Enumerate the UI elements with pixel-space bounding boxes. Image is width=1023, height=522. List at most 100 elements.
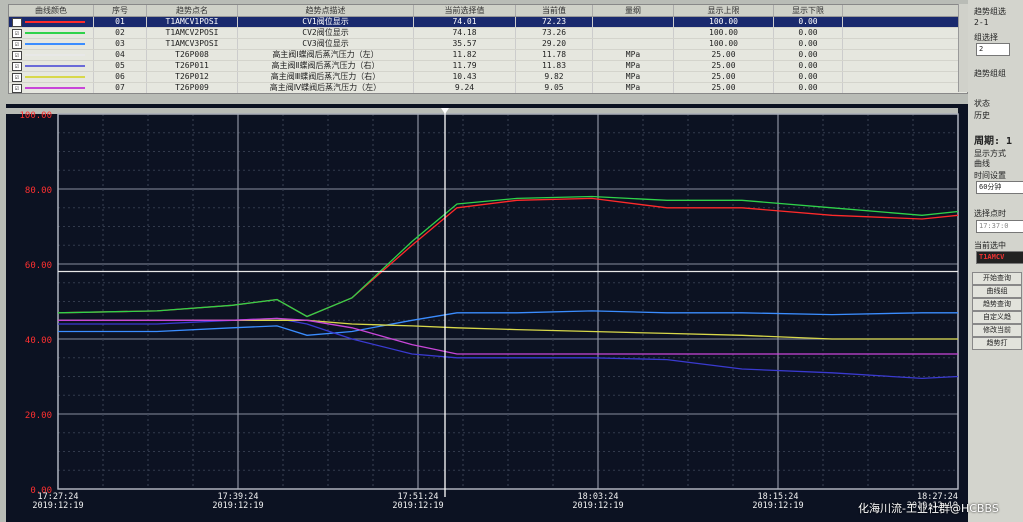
row-tag: T26P008 <box>147 50 238 60</box>
header-cell: 序号 <box>94 5 147 16</box>
time-setting-label: 时间设置 <box>974 171 1006 180</box>
table-body: ☑ 01 T1AMCV1POSI CV1阀位显示 74.01 72.23 100.00 0.0… <box>9 17 967 93</box>
display-mode-curve-radio[interactable]: 曲线 <box>974 159 990 168</box>
table-row[interactable]: ☑ 04 T26P008 高主阀Ⅰ蝶阀后蒸汽压力（左） 11.82 11.78 MPa 25.… <box>9 50 967 61</box>
x-tick-date: 2019:12:19 <box>392 501 443 511</box>
x-tick-time: 18:03:24 <box>578 492 619 502</box>
curve-color-swatch <box>25 54 85 56</box>
header-cell: 当前值 <box>516 5 593 16</box>
cursor-marker-icon <box>441 108 449 114</box>
row-lo: 0.00 <box>774 83 843 93</box>
row-cur: 9.82 <box>516 72 593 82</box>
select-point-input[interactable]: 17:37:0 <box>976 220 1023 233</box>
table-row[interactable]: ☑ 03 T1AMCV3POSI CV3阀位显示 35.57 29.20 100.00 0.0… <box>9 39 967 50</box>
watermark: 化海川流-工业社群@HCBBS <box>858 502 999 515</box>
row-cur: 73.26 <box>516 28 593 38</box>
y-tick-label: 40.00 <box>25 336 52 346</box>
trend-point-table: 曲线颜色 序号 趋势点名 趋势点描述 当前选择值 当前值 量纲 显示上限 显示下… <box>8 4 968 94</box>
curve-color-cell: ☑ <box>9 72 94 82</box>
group-select-label: 组选择 <box>974 33 998 42</box>
start-query-button[interactable]: 开始查询 <box>972 272 1022 285</box>
header-cell: 当前选择值 <box>414 5 516 16</box>
trend-print-button[interactable]: 趋势打 <box>972 337 1022 350</box>
x-tick-date: 2019:12:19 <box>907 501 958 511</box>
select-point-label: 选择点时 <box>974 209 1006 218</box>
x-tick-time: 18:15:24 <box>758 492 799 502</box>
header-cell: 趋势点名 <box>147 5 238 16</box>
trend-query-button[interactable]: 趋势查询 <box>972 298 1022 311</box>
chart-top-strip <box>6 108 958 114</box>
curve-color-cell: ☑ <box>9 39 94 49</box>
row-sel: 10.43 <box>414 72 516 82</box>
state-history-radio[interactable]: 历史 <box>974 111 990 120</box>
row-unit: MPa <box>593 72 674 82</box>
group-select[interactable]: 2 <box>976 43 1010 56</box>
row-no: 05 <box>94 61 147 71</box>
header-cell: 显示上限 <box>674 5 774 16</box>
display-mode-label: 显示方式 <box>974 149 1006 158</box>
row-lo: 0.00 <box>774 17 843 27</box>
sidebar-title: 趋势组选 <box>974 7 1006 16</box>
y-tick-label: 60.00 <box>25 261 52 271</box>
row-lo: 0.00 <box>774 61 843 71</box>
y-tick-label: 100.00 <box>19 111 52 121</box>
row-desc: 高主阀Ⅰ蝶阀后蒸汽压力（左） <box>238 50 414 60</box>
row-checkbox[interactable]: ☑ <box>12 50 22 60</box>
row-hi: 100.00 <box>674 39 774 49</box>
row-sel: 11.82 <box>414 50 516 60</box>
curve-group-button[interactable]: 曲线组 <box>972 285 1022 298</box>
state-label: 状态 <box>974 99 990 108</box>
x-tick-time: 17:51:24 <box>398 492 439 502</box>
row-no: 07 <box>94 83 147 93</box>
curve-color-cell: ☑ <box>9 50 94 60</box>
row-checkbox[interactable]: ☑ <box>12 17 22 27</box>
row-hi: 100.00 <box>674 17 774 27</box>
row-checkbox[interactable]: ☑ <box>12 28 22 38</box>
table-row[interactable]: ☑ 07 T26P009 高主阀Ⅳ蝶阀后蒸汽压力（左） 9.24 9.05 MPa 25.00… <box>9 83 967 93</box>
row-lo: 0.00 <box>774 50 843 60</box>
row-unit: MPa <box>593 83 674 93</box>
row-checkbox[interactable]: ☑ <box>12 83 22 93</box>
row-checkbox[interactable]: ☑ <box>12 39 22 49</box>
header-cell: 量纲 <box>593 5 674 16</box>
curve-color-cell: ☑ <box>9 17 94 27</box>
row-tag: T26P011 <box>147 61 238 71</box>
row-desc: 高主阀Ⅱ蝶阀后蒸汽压力（右） <box>238 61 414 71</box>
custom-trend-button[interactable]: 自定义趋 <box>972 311 1022 324</box>
group-range: 2-1 <box>974 18 989 27</box>
x-tick-date: 2019:12:19 <box>32 501 83 511</box>
row-unit <box>593 17 674 27</box>
table-row[interactable]: ☑ 02 T1AMCV2POSI CV2阀位显示 74.18 73.26 100.00 0.0… <box>9 28 967 39</box>
row-desc: CV3阀位显示 <box>238 39 414 49</box>
row-lo: 0.00 <box>774 28 843 38</box>
row-no: 06 <box>94 72 147 82</box>
period-label: 周期: 1 <box>974 136 1013 147</box>
row-cur: 11.83 <box>516 61 593 71</box>
row-no: 02 <box>94 28 147 38</box>
row-unit: MPa <box>593 61 674 71</box>
row-tag: T26P009 <box>147 83 238 93</box>
curve-color-cell: ☑ <box>9 83 94 93</box>
x-tick-time: 17:39:24 <box>218 492 259 502</box>
table-scrollbar[interactable] <box>958 4 968 92</box>
row-checkbox[interactable]: ☑ <box>12 61 22 71</box>
row-unit: MPa <box>593 50 674 60</box>
chart-left-strip <box>0 104 6 522</box>
row-hi: 25.00 <box>674 50 774 60</box>
modify-current-button[interactable]: 修改当前 <box>972 324 1022 337</box>
row-desc: CV2阀位显示 <box>238 28 414 38</box>
table-row[interactable]: ☑ 06 T26P012 高主阀Ⅲ蝶阀后蒸汽压力（右） 10.43 9.82 MPa 25.0… <box>9 72 967 83</box>
table-row[interactable]: ☑ 05 T26P011 高主阀Ⅱ蝶阀后蒸汽压力（右） 11.79 11.83 MPa 25.… <box>9 61 967 72</box>
row-sel: 11.79 <box>414 61 516 71</box>
time-setting-input[interactable]: 60分钟 <box>976 181 1023 194</box>
row-desc: 高主阀Ⅳ蝶阀后蒸汽压力（左） <box>238 83 414 93</box>
row-desc: CV1阀位显示 <box>238 17 414 27</box>
x-tick-date: 2019:12:19 <box>572 501 623 511</box>
row-checkbox[interactable]: ☑ <box>12 72 22 82</box>
y-tick-label: 0.00 <box>30 486 52 496</box>
table-row[interactable]: ☑ 01 T1AMCV1POSI CV1阀位显示 74.01 72.23 100.00 0.0… <box>9 17 967 28</box>
x-tick-date: 2019:12:19 <box>212 501 263 511</box>
row-no: 03 <box>94 39 147 49</box>
row-hi: 25.00 <box>674 61 774 71</box>
curve-color-cell: ☑ <box>9 28 94 38</box>
